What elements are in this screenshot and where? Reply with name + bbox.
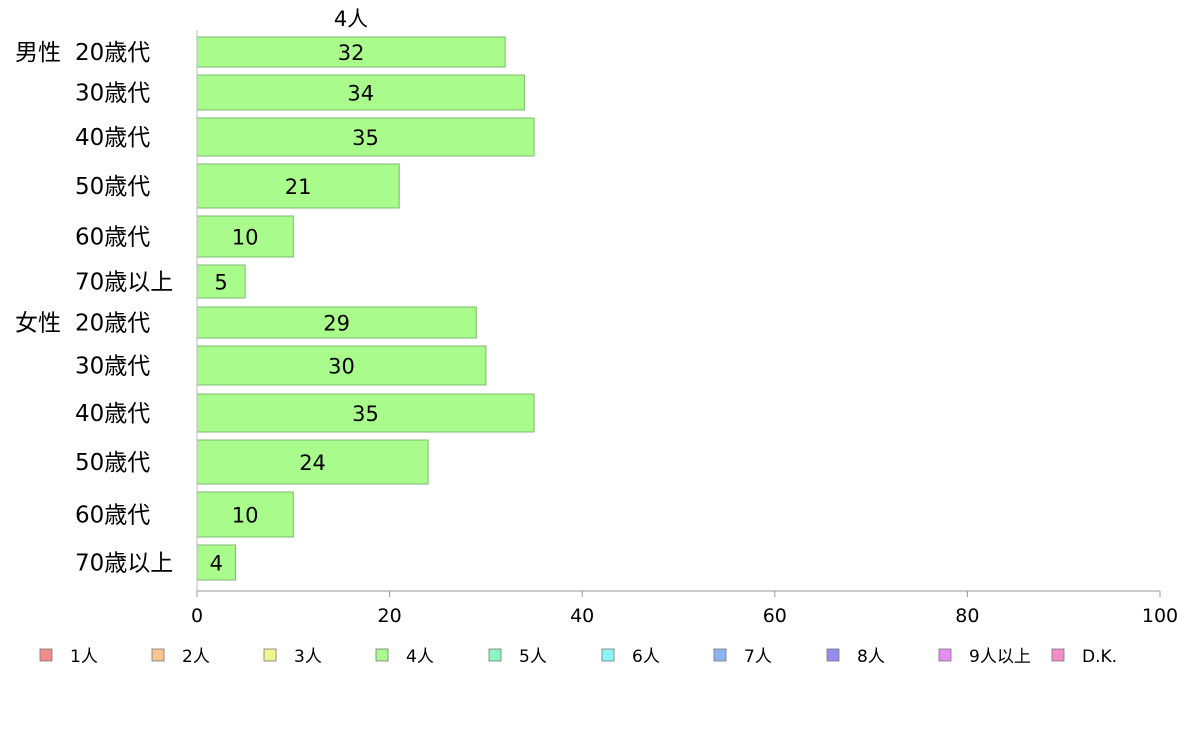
legend-swatch xyxy=(151,648,165,662)
bar-value-label: 32 xyxy=(338,41,365,65)
legend-swatch xyxy=(1051,648,1065,662)
x-tick-label: 20 xyxy=(378,605,402,627)
category-label: 70歳以上 xyxy=(75,270,173,296)
bar xyxy=(196,163,400,209)
legend-label: 8人 xyxy=(857,647,885,667)
legend: 1人 2人 3人 4人 5人 6人 7人 8人 9人以上 D.K. xyxy=(39,647,1117,667)
bar-value-label: 5 xyxy=(214,271,227,295)
category-label: 50歳代 xyxy=(75,174,150,200)
legend-label: 7人 xyxy=(744,647,772,667)
x-tick-label: 100 xyxy=(1142,605,1178,627)
series-header: 4人 xyxy=(334,7,368,31)
bar xyxy=(196,215,294,258)
category-label: 50歳代 xyxy=(75,450,150,476)
category-label: 40歳代 xyxy=(75,401,150,427)
legend-label: D.K. xyxy=(1082,647,1117,667)
category-label: 20歳代 xyxy=(75,40,150,66)
category-label: 40歳代 xyxy=(75,125,150,151)
bar-value-label: 35 xyxy=(352,402,379,426)
category-label: 20歳代 xyxy=(75,311,150,337)
bar-value-label: 35 xyxy=(352,126,379,150)
bar xyxy=(196,491,294,538)
bar-value-label: 10 xyxy=(232,504,259,528)
bar-value-label: 24 xyxy=(299,451,326,475)
legend-swatch xyxy=(263,648,277,662)
group-label: 男性 xyxy=(15,40,61,66)
legend-label: 4人 xyxy=(406,647,434,667)
legend-swatch xyxy=(826,648,840,662)
category-label: 70歳以上 xyxy=(75,551,173,577)
legend-label: 2人 xyxy=(182,647,210,667)
bar-value-label: 34 xyxy=(347,82,374,106)
bar xyxy=(196,36,506,68)
category-label: 60歳代 xyxy=(75,225,150,251)
category-label: 30歳代 xyxy=(75,354,150,380)
legend-swatch xyxy=(375,648,389,662)
category-label: 60歳代 xyxy=(75,503,150,529)
legend-label: 5人 xyxy=(519,647,547,667)
bar xyxy=(196,439,429,485)
bar-value-label: 4 xyxy=(210,552,223,576)
legend-swatch xyxy=(39,648,53,662)
legend-label: 3人 xyxy=(294,647,322,667)
bar-value-label: 30 xyxy=(328,355,355,379)
legend-swatch xyxy=(601,648,615,662)
bar-value-label: 10 xyxy=(232,226,259,250)
bar-value-label: 21 xyxy=(285,175,312,199)
bar-value-label: 29 xyxy=(323,312,350,336)
bar xyxy=(196,74,525,111)
x-tick-label: 80 xyxy=(955,605,979,627)
bar xyxy=(196,544,237,581)
x-tick-label: 40 xyxy=(570,605,594,627)
legend-swatch xyxy=(938,648,952,662)
bar xyxy=(196,117,535,157)
legend-label: 9人以上 xyxy=(969,647,1031,667)
x-axis: 0 20 40 60 80 100 xyxy=(191,30,1178,627)
x-tick-label: 0 xyxy=(191,605,203,627)
group-label: 女性 xyxy=(15,311,61,337)
legend-swatch xyxy=(488,648,502,662)
bar xyxy=(196,306,477,339)
category-label: 30歳代 xyxy=(75,81,150,107)
legend-label: 6人 xyxy=(632,647,660,667)
legend-swatch xyxy=(713,648,727,662)
legend-label: 1人 xyxy=(70,647,98,667)
x-tick-label: 60 xyxy=(763,605,787,627)
